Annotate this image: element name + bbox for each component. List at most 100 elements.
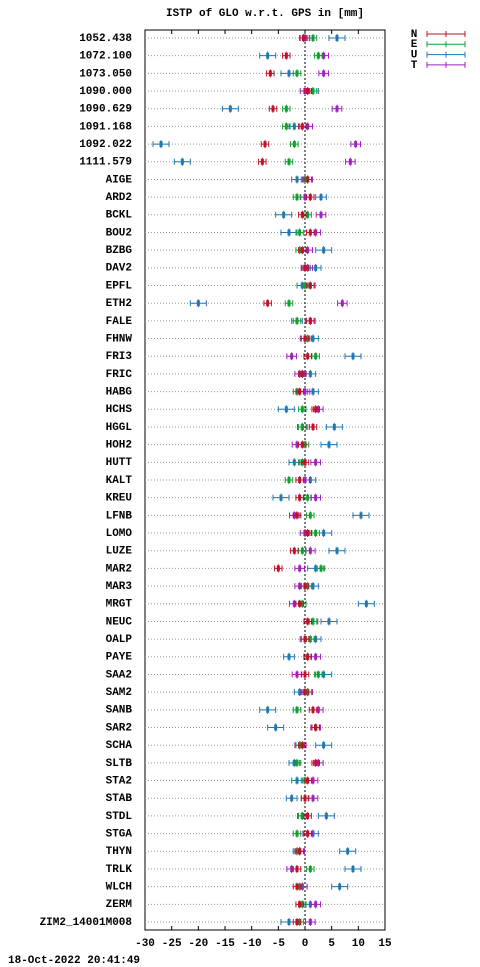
point — [303, 795, 307, 802]
y-tick-label: MRGT — [106, 599, 133, 611]
point — [314, 565, 318, 572]
point — [303, 335, 307, 342]
point — [306, 88, 310, 95]
y-tick-label: STAB — [106, 793, 133, 805]
y-tick-label: SAM2 — [106, 687, 132, 699]
point — [311, 335, 315, 342]
point — [300, 547, 304, 554]
x-tick-label: -5 — [272, 938, 286, 950]
point — [314, 901, 318, 908]
chart-title: ISTP of GLO w.r.t. GPS in [mm] — [166, 8, 364, 20]
point — [316, 671, 320, 678]
y-tick-label: HABG — [106, 387, 133, 399]
point — [290, 865, 294, 872]
point — [300, 742, 304, 749]
point — [287, 919, 291, 925]
point — [292, 547, 296, 554]
legend-swatch — [426, 31, 466, 37]
y-tick-label: STDL — [106, 811, 133, 823]
x-tick-label: -30 — [135, 938, 155, 950]
point — [295, 865, 299, 872]
point — [332, 423, 336, 430]
point — [298, 494, 302, 501]
y-tick-label: KALT — [106, 475, 133, 487]
point — [300, 441, 304, 448]
point — [306, 777, 310, 784]
y-tick-label: LOMO — [106, 528, 133, 540]
point — [295, 176, 299, 183]
point — [346, 848, 350, 855]
x-tick-label: 5 — [328, 938, 335, 950]
point — [298, 689, 302, 696]
point — [311, 388, 315, 395]
point — [316, 706, 320, 713]
point — [268, 70, 272, 77]
y-tick-label: SANB — [106, 705, 133, 717]
y-tick-label: FRI3 — [106, 351, 133, 363]
point — [306, 530, 310, 537]
point — [306, 618, 310, 625]
point — [340, 300, 344, 307]
point — [314, 759, 318, 766]
point — [295, 512, 299, 519]
y-tick-label: LFNB — [106, 510, 133, 522]
point — [298, 901, 302, 908]
point — [290, 353, 294, 360]
point — [300, 247, 304, 254]
legend-label: E — [411, 39, 418, 51]
point — [303, 583, 307, 590]
point — [308, 901, 312, 908]
point — [298, 477, 302, 483]
point — [295, 671, 299, 678]
point — [303, 194, 307, 201]
y-tick-label: MAR3 — [106, 581, 133, 593]
point — [327, 618, 331, 625]
point — [311, 35, 315, 41]
point — [295, 759, 299, 766]
point — [306, 353, 310, 360]
y-tick-label: SCHA — [106, 740, 133, 752]
point — [311, 618, 315, 625]
y-tick-label: BZBG — [106, 245, 133, 257]
point — [303, 388, 307, 395]
point — [298, 600, 302, 607]
y-tick-label: STA2 — [106, 775, 132, 787]
point — [282, 211, 286, 218]
point — [287, 158, 291, 165]
point — [303, 689, 307, 696]
y-tick-label: SAR2 — [106, 722, 132, 734]
legend-label: N — [411, 29, 418, 41]
legend-swatch — [426, 41, 466, 48]
point — [335, 547, 339, 554]
x-tick-label: 15 — [378, 938, 392, 950]
point — [308, 636, 312, 643]
point — [314, 264, 318, 271]
y-tick-label: THYN — [106, 846, 132, 858]
point — [306, 653, 310, 660]
point — [314, 459, 318, 466]
point — [308, 865, 312, 872]
legend-swatch — [426, 61, 466, 68]
y-tick-label: ETH2 — [106, 298, 132, 310]
x-tick-label: 10 — [352, 938, 365, 950]
point — [314, 406, 318, 413]
point — [319, 565, 323, 572]
point — [303, 282, 307, 289]
point — [292, 459, 296, 466]
point — [311, 830, 315, 837]
point — [303, 264, 307, 271]
point — [308, 370, 312, 377]
point — [300, 423, 304, 430]
point — [298, 565, 302, 572]
legend-swatch — [426, 51, 466, 58]
point — [295, 883, 299, 890]
point — [292, 600, 296, 607]
point — [319, 211, 323, 218]
y-tick-label: 1091.168 — [79, 121, 132, 133]
point — [295, 777, 299, 784]
point — [287, 70, 291, 77]
point — [314, 530, 318, 537]
point — [314, 724, 318, 731]
point — [260, 158, 264, 165]
